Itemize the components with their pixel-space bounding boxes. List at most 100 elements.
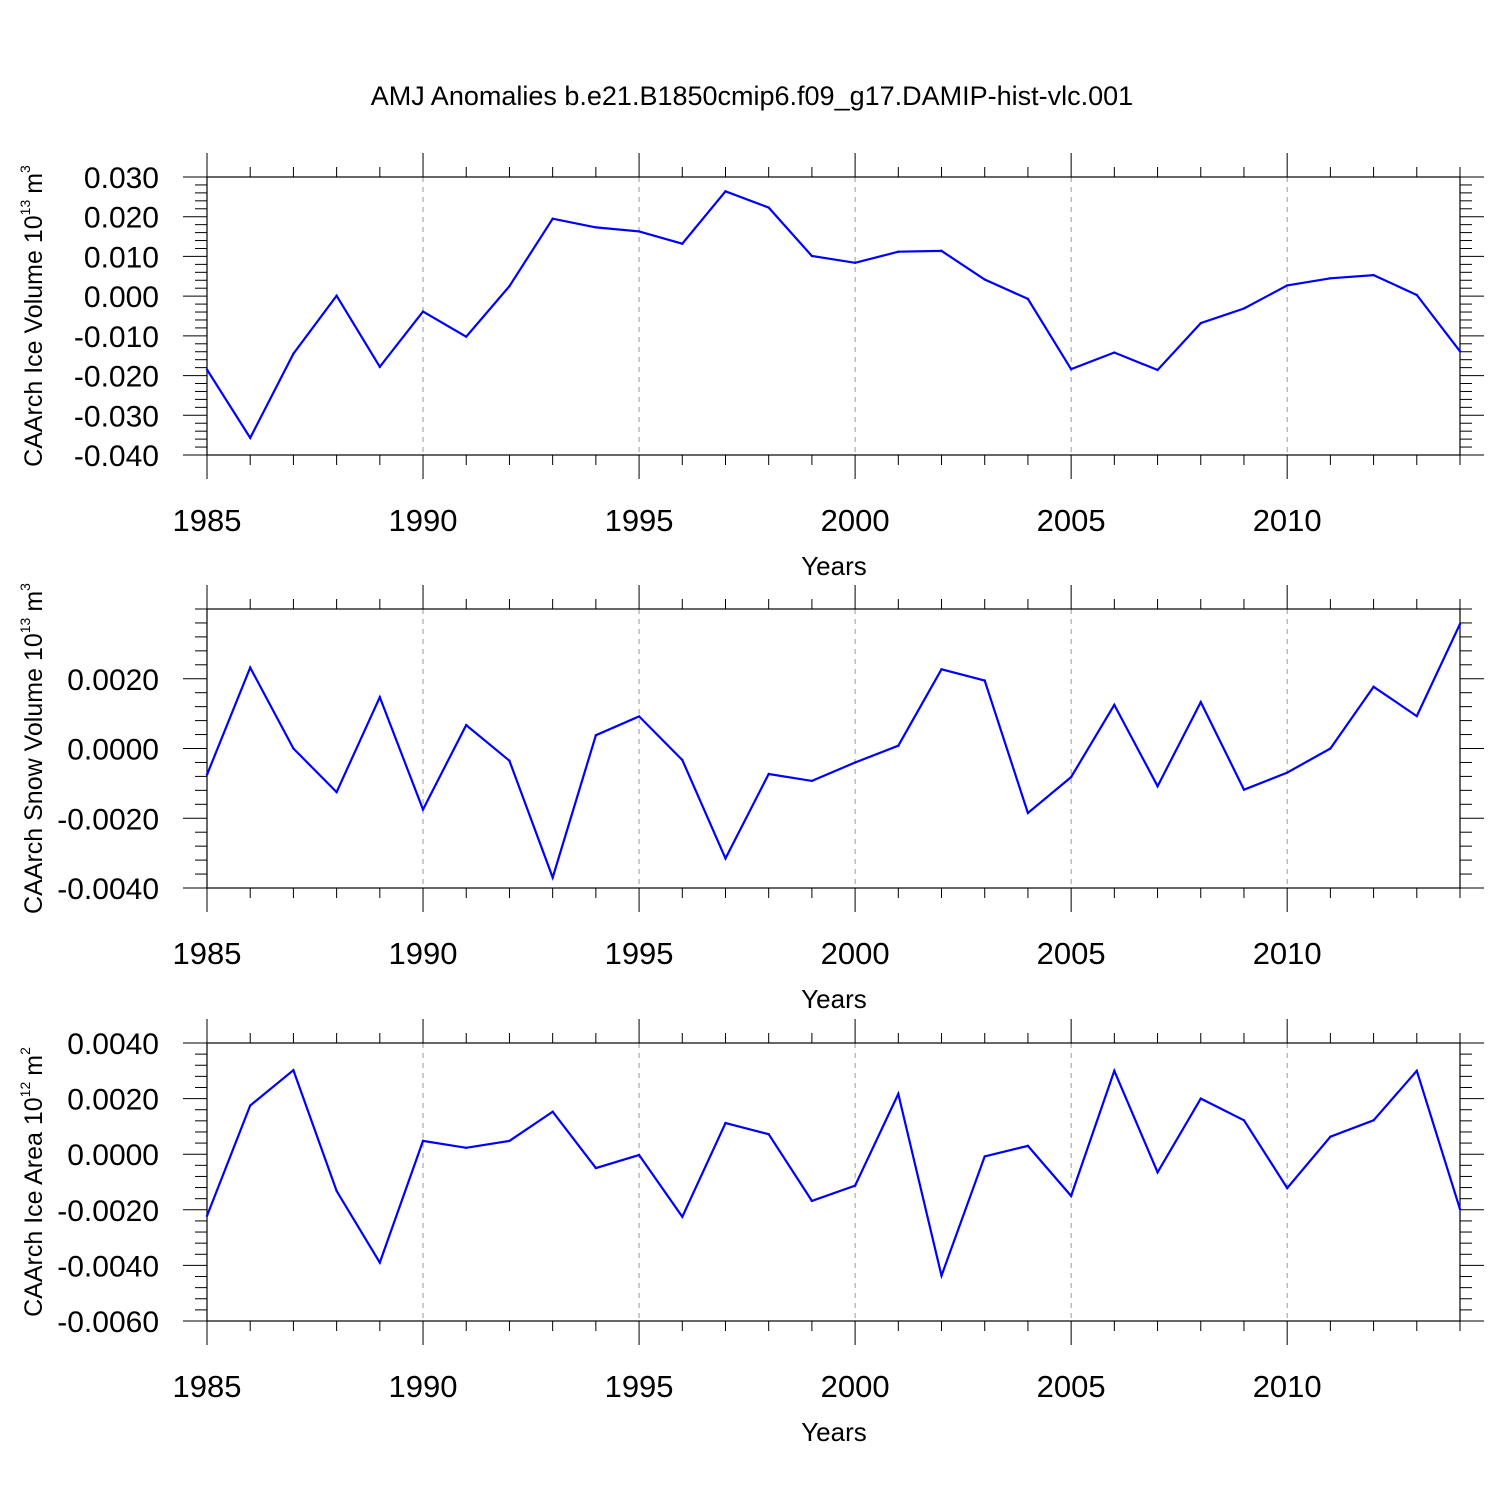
y-tick-label: 0.010 bbox=[84, 241, 159, 274]
y-tick-label: -0.0020 bbox=[57, 1195, 159, 1228]
data-point bbox=[1156, 784, 1159, 788]
x-tick-label: 1985 bbox=[173, 1369, 242, 1404]
y-tick-label: -0.020 bbox=[74, 361, 159, 394]
data-point bbox=[1329, 1135, 1332, 1138]
x-tick-label: 1995 bbox=[605, 936, 674, 971]
data-point bbox=[1242, 1119, 1246, 1122]
chart-panel-1: 1985 1990 1995 2000 2005 2010 Years -0.040 -0.03… bbox=[17, 153, 1484, 581]
data-point bbox=[681, 758, 684, 762]
data-point bbox=[335, 294, 338, 297]
y-tick-label: -0.0040 bbox=[57, 873, 159, 906]
data-point bbox=[983, 1155, 986, 1158]
y-tick-label: 0.0020 bbox=[67, 664, 159, 697]
data-point bbox=[1458, 622, 1462, 626]
data-point bbox=[378, 696, 382, 699]
data-point bbox=[1285, 284, 1289, 287]
data-point bbox=[724, 857, 727, 860]
x-tick-label: 2005 bbox=[1037, 936, 1106, 971]
y-tick-label: 0.0040 bbox=[67, 1028, 159, 1061]
data-point bbox=[767, 1132, 770, 1136]
data-point bbox=[940, 1274, 943, 1277]
chart-panel-2: 1985 1990 1995 2000 2005 2010 Years -0.0040 -0.0… bbox=[17, 583, 1484, 1014]
data-point bbox=[378, 1261, 382, 1264]
y-tick-label: -0.010 bbox=[74, 321, 159, 354]
x-tick-label: 2010 bbox=[1253, 936, 1322, 971]
y-tick-label: -0.0020 bbox=[57, 803, 159, 836]
chart-panel-3: 1985 1990 1995 2000 2005 2010 Years -0.0060 -0.0… bbox=[17, 1019, 1484, 1447]
data-point bbox=[897, 1092, 900, 1096]
data-point bbox=[1156, 368, 1159, 372]
data-point bbox=[249, 1104, 252, 1107]
data-point bbox=[421, 1139, 425, 1143]
data-point bbox=[940, 668, 943, 671]
plot-frame bbox=[206, 608, 1461, 889]
data-point bbox=[853, 761, 857, 764]
data-point bbox=[508, 1139, 511, 1143]
data-point bbox=[853, 261, 857, 264]
y-axis-label-unit: m bbox=[20, 173, 48, 194]
data-point bbox=[205, 773, 209, 776]
data-point bbox=[335, 1189, 338, 1193]
data-point bbox=[292, 352, 295, 355]
data-point bbox=[292, 1069, 295, 1072]
series-line bbox=[205, 1067, 1462, 1280]
plot-frame bbox=[206, 1042, 1461, 1322]
data-point bbox=[508, 759, 511, 762]
x-tick-label: 1990 bbox=[389, 503, 458, 538]
data-point bbox=[1285, 1186, 1289, 1190]
y-tick-label: 0.0000 bbox=[67, 734, 159, 767]
data-point bbox=[551, 1110, 554, 1113]
data-point bbox=[594, 1166, 598, 1170]
data-point bbox=[767, 206, 770, 209]
data-point bbox=[421, 310, 425, 313]
y-axis-label-main: CAArch Snow Volume 10 bbox=[20, 633, 48, 914]
y-axis-label-main: CAArch Ice Volume 10 bbox=[20, 215, 48, 467]
chart-title: AMJ Anomalies b.e21.B1850cmip6.f09_g17.D… bbox=[371, 81, 1133, 111]
series-line bbox=[205, 623, 1461, 881]
data-point bbox=[983, 278, 986, 281]
y-axis-label-main: CAArch Ice Area 10 bbox=[20, 1097, 48, 1317]
y-axis-label: CAArch Snow Volume 1013 m3 bbox=[17, 583, 48, 914]
x-axis-label: Years bbox=[801, 984, 867, 1014]
y-axis-label-unit-exponent: 3 bbox=[17, 165, 33, 173]
data-point bbox=[1458, 1208, 1462, 1211]
data-point bbox=[1026, 811, 1030, 815]
y-axis-label-unit-exponent: 2 bbox=[17, 1047, 33, 1055]
data-point bbox=[205, 1214, 209, 1218]
x-tick-label: 1985 bbox=[173, 503, 242, 538]
data-point bbox=[1415, 1069, 1418, 1073]
data-point bbox=[1329, 277, 1332, 280]
y-axis-label: CAArch Ice Area 1012 m2 bbox=[17, 1047, 48, 1317]
data-point bbox=[1415, 293, 1418, 297]
chart-panels: 1985 1990 1995 2000 2005 2010 Years -0.040 -0.03… bbox=[17, 153, 1484, 1447]
y-tick-label: 0.0020 bbox=[67, 1084, 159, 1117]
data-point bbox=[724, 1121, 727, 1125]
data-point bbox=[1026, 1144, 1030, 1148]
data-point bbox=[810, 254, 814, 258]
data-point bbox=[983, 679, 986, 682]
data-point bbox=[249, 666, 252, 669]
data-point bbox=[1458, 350, 1462, 353]
x-tick-label: 1990 bbox=[389, 1369, 458, 1404]
data-point bbox=[1372, 1119, 1375, 1122]
data-point bbox=[637, 1153, 641, 1157]
data-point bbox=[378, 365, 382, 369]
x-axis-label: Years bbox=[801, 1417, 867, 1447]
data-point bbox=[1372, 273, 1375, 277]
data-point bbox=[1113, 1069, 1116, 1073]
x-tick-label: 2000 bbox=[821, 1369, 890, 1404]
data-point bbox=[681, 1215, 684, 1218]
data-point bbox=[853, 1184, 857, 1187]
y-tick-label: -0.030 bbox=[74, 400, 159, 433]
y-axis-label-unit: m bbox=[20, 591, 48, 612]
y-axis-label-unit-exponent: 3 bbox=[17, 583, 33, 591]
data-point bbox=[637, 715, 641, 718]
data-point bbox=[551, 217, 554, 220]
data-point bbox=[1285, 771, 1289, 774]
y-tick-label: 0.020 bbox=[84, 202, 159, 235]
data-point bbox=[810, 1199, 814, 1203]
x-tick-label: 1990 bbox=[389, 936, 458, 971]
x-tick-label: 1995 bbox=[605, 1369, 674, 1404]
y-tick-label: -0.0060 bbox=[57, 1306, 159, 1339]
x-tick-label: 2000 bbox=[821, 936, 890, 971]
